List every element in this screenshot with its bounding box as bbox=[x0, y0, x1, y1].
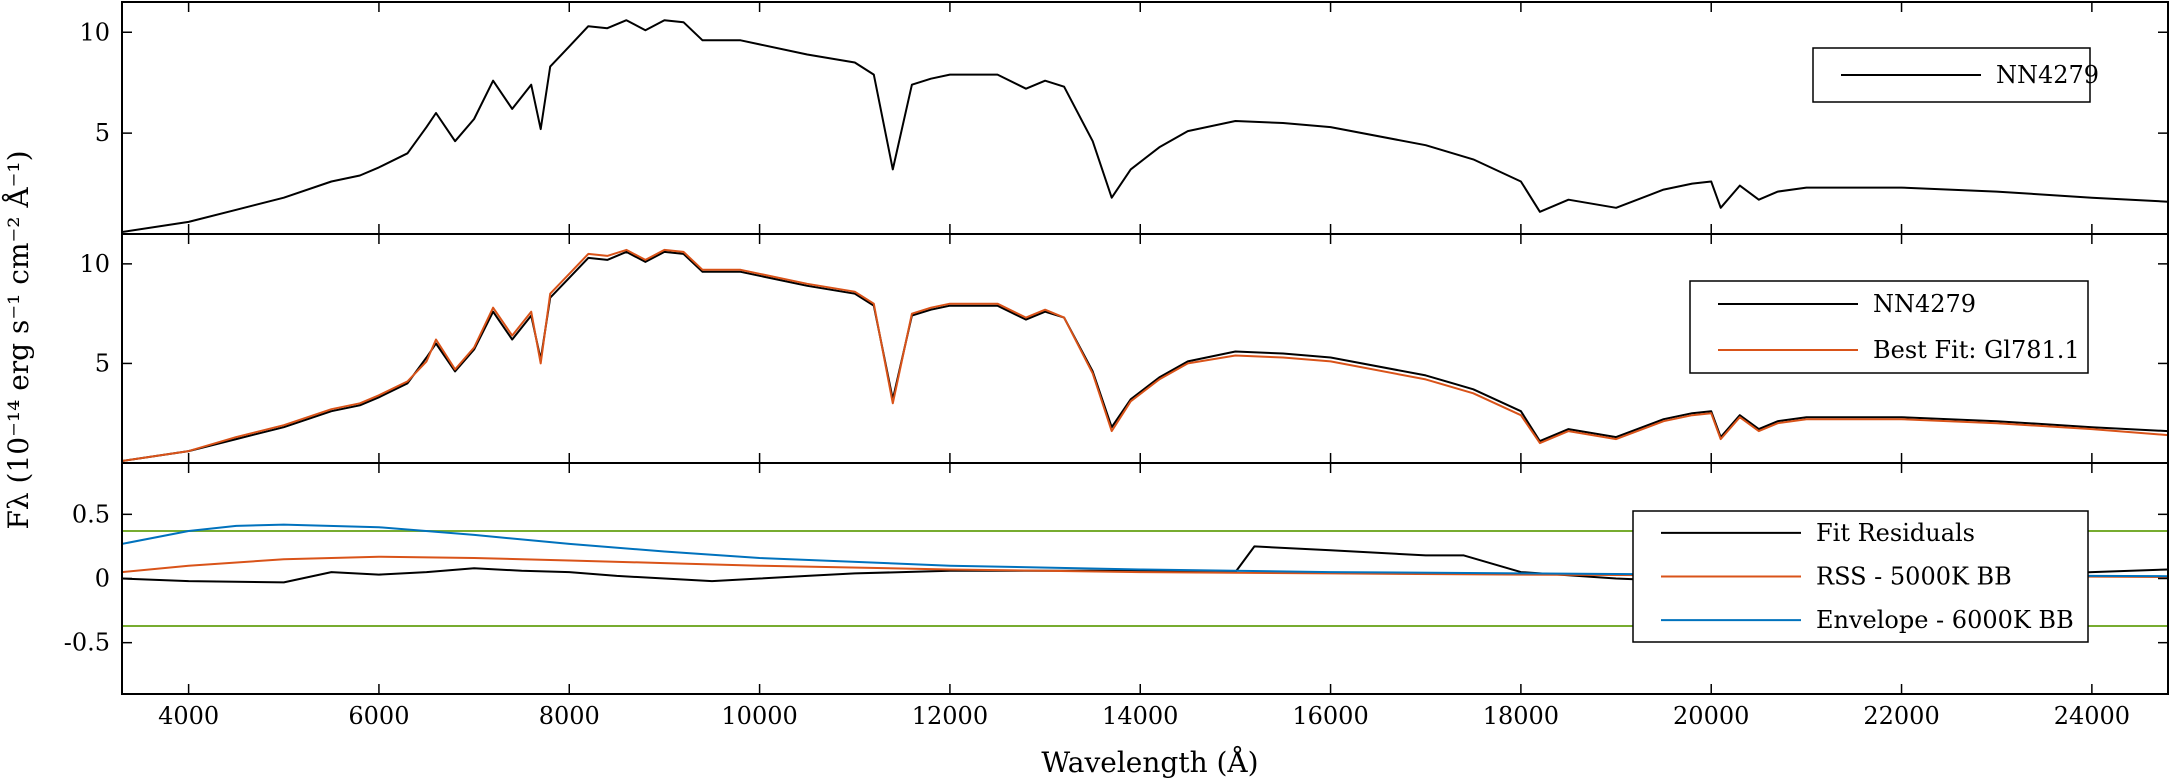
y-tick-label: 10 bbox=[79, 18, 110, 46]
legend-label: Fit Residuals bbox=[1816, 519, 1975, 547]
y-tick-label: -0.5 bbox=[64, 629, 110, 657]
chart-panels: 5 10 NN4279 5 10 NN4279 Best Fit: Gl781.1 -0.5 0… bbox=[64, 1, 2169, 730]
y-tick-label: 0 bbox=[95, 565, 110, 593]
legend-label: RSS - 5000K BB bbox=[1816, 563, 2012, 591]
legend-top: NN4279 bbox=[1812, 47, 2099, 103]
x-tick-label: 12000 bbox=[912, 702, 988, 730]
legend-middle: NN4279 Best Fit: Gl781.1 bbox=[1689, 280, 2089, 374]
x-tick-label: 6000 bbox=[348, 702, 409, 730]
legend-label: NN4279 bbox=[1996, 61, 2099, 89]
y-tick-label: 5 bbox=[95, 349, 110, 377]
panel-bottom: -0.5 0 0.5 4000 6000 8000 10000 12000 14000 16000… bbox=[64, 462, 2169, 730]
y-tick-label: 10 bbox=[79, 250, 110, 278]
legend-label: NN4279 bbox=[1873, 290, 1976, 318]
y-tick-label: 5 bbox=[95, 119, 110, 147]
series-line-middle-1 bbox=[122, 248, 2168, 462]
x-tick-label: 8000 bbox=[539, 702, 600, 730]
panel-middle: 5 10 NN4279 Best Fit: Gl781.1 bbox=[79, 233, 2169, 464]
x-tick-label: 18000 bbox=[1483, 702, 1559, 730]
x-tick-label: 14000 bbox=[1102, 702, 1178, 730]
legend-label: Best Fit: Gl781.1 bbox=[1873, 336, 2080, 364]
panel-top: 5 10 NN4279 bbox=[79, 1, 2169, 235]
x-tick-label: 4000 bbox=[158, 702, 219, 730]
panel-frame-top bbox=[121, 1, 2169, 235]
legend-bottom: Fit Residuals RSS - 5000K BB Envelope - 60… bbox=[1632, 510, 2089, 643]
x-tick-label: 24000 bbox=[2054, 702, 2130, 730]
legend-label: Envelope - 6000K BB bbox=[1816, 606, 2074, 634]
x-tick-label: 20000 bbox=[1673, 702, 1749, 730]
y-axis-label: Fλ (10⁻¹⁴ erg s⁻¹ cm⁻² Å⁻¹) bbox=[2, 150, 35, 529]
x-tick-label: 10000 bbox=[721, 702, 797, 730]
y-tick-label: 0.5 bbox=[72, 500, 110, 528]
x-axis-label: Wavelength (Å) bbox=[1041, 746, 1258, 779]
series-line-top-0 bbox=[122, 19, 2168, 233]
x-tick-label: 16000 bbox=[1292, 702, 1368, 730]
legend-box bbox=[1689, 280, 2089, 374]
x-tick-label: 22000 bbox=[1863, 702, 1939, 730]
